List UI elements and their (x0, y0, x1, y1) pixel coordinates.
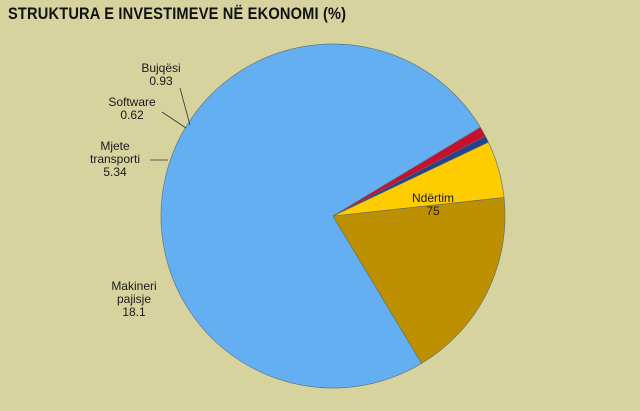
slice-label-2: Mjete transporti 5.34 (90, 139, 140, 179)
leader-line-4 (179, 87, 191, 126)
pie-slice-1 (332, 197, 506, 364)
slice-label-1: Makineri pajisje 18.1 (111, 279, 156, 319)
pie-slice-0 (160, 43, 481, 389)
slice-label-4: Bujqësi 0.93 (141, 61, 180, 88)
chart-title: STRUKTURA E INVESTIMEVE NË EKONOMI (%) (8, 4, 347, 23)
pie-slice-4 (332, 126, 486, 217)
slice-label-0: Ndërtim 75 (412, 191, 454, 218)
slice-label-3: Software 0.62 (108, 95, 156, 122)
leader-line-3 (161, 111, 187, 129)
